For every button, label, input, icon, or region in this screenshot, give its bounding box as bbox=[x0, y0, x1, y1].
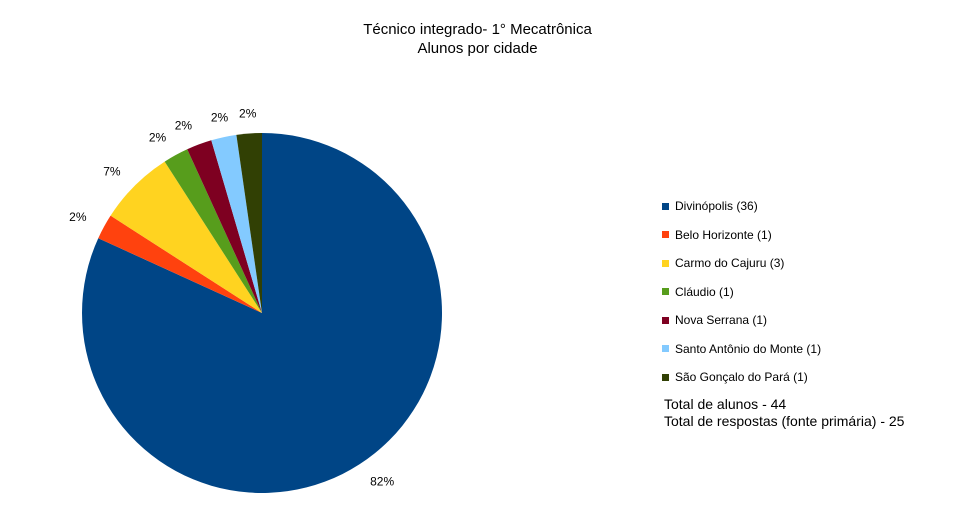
pie-slice-3 bbox=[164, 149, 262, 313]
legend-item-3: Cláudio (1) bbox=[662, 278, 821, 307]
legend-item-4: Nova Serrana (1) bbox=[662, 306, 821, 335]
chart-title: Técnico integrado- 1° Mecatrônica bbox=[363, 21, 592, 38]
pie-slice-label-6: 2% bbox=[239, 107, 257, 121]
legend-swatch-1 bbox=[662, 231, 669, 239]
chart-subtitle: Alunos por cidade bbox=[417, 40, 538, 57]
legend-item-2: Carmo do Cajuru (3) bbox=[662, 249, 821, 278]
legend-label-0: Divinópolis (36) bbox=[675, 199, 758, 214]
total-responses-note: Total de respostas (fonte primária) - 25 bbox=[664, 413, 905, 429]
pie-slice-label-4: 2% bbox=[175, 119, 193, 133]
legend-item-6: São Gonçalo do Pará (1) bbox=[662, 363, 821, 392]
legend-swatch-3 bbox=[662, 288, 669, 296]
legend-item-0: Divinópolis (36) bbox=[662, 192, 821, 221]
pie-slice-4 bbox=[187, 140, 262, 313]
pie-slice-label-3: 2% bbox=[149, 131, 167, 145]
legend-label-6: São Gonçalo do Pará (1) bbox=[675, 370, 808, 385]
chart-legend: Divinópolis (36) Belo Horizonte (1) Carmo … bbox=[662, 192, 821, 392]
total-students-note: Total de alunos - 44 bbox=[664, 396, 787, 412]
legend-swatch-5 bbox=[662, 345, 669, 353]
legend-label-3: Cláudio (1) bbox=[675, 284, 734, 299]
legend-swatch-6 bbox=[662, 373, 669, 381]
legend-item-1: Belo Horizonte (1) bbox=[662, 221, 821, 250]
pie-slice-label-2: 7% bbox=[103, 165, 121, 179]
legend-label-1: Belo Horizonte (1) bbox=[675, 227, 772, 242]
legend-label-4: Nova Serrana (1) bbox=[675, 313, 768, 328]
legend-swatch-4 bbox=[662, 316, 669, 324]
legend-label-5: Santo Antônio do Monte (1) bbox=[675, 341, 822, 356]
pie-slice-6 bbox=[236, 133, 262, 313]
pie-slice-label-0: 82% bbox=[370, 474, 394, 488]
legend-label-2: Carmo do Cajuru (3) bbox=[675, 256, 785, 271]
chart-title-block: Técnico integrado- 1° Mecatrônica Alunos… bbox=[0, 20, 955, 58]
pie-slice-1 bbox=[98, 215, 263, 313]
legend-item-5: Santo Antônio do Monte (1) bbox=[662, 335, 821, 364]
pie-slice-0 bbox=[82, 133, 443, 493]
chart-notes: Total de alunos - 44 Total de respostas … bbox=[664, 396, 904, 430]
pie-slice-5 bbox=[211, 134, 262, 313]
legend-swatch-2 bbox=[662, 259, 669, 267]
pie-slice-2 bbox=[110, 161, 262, 313]
pie-slice-label-1: 2% bbox=[69, 210, 87, 224]
legend-swatch-0 bbox=[662, 202, 669, 210]
pie-slice-label-5: 2% bbox=[211, 111, 229, 125]
